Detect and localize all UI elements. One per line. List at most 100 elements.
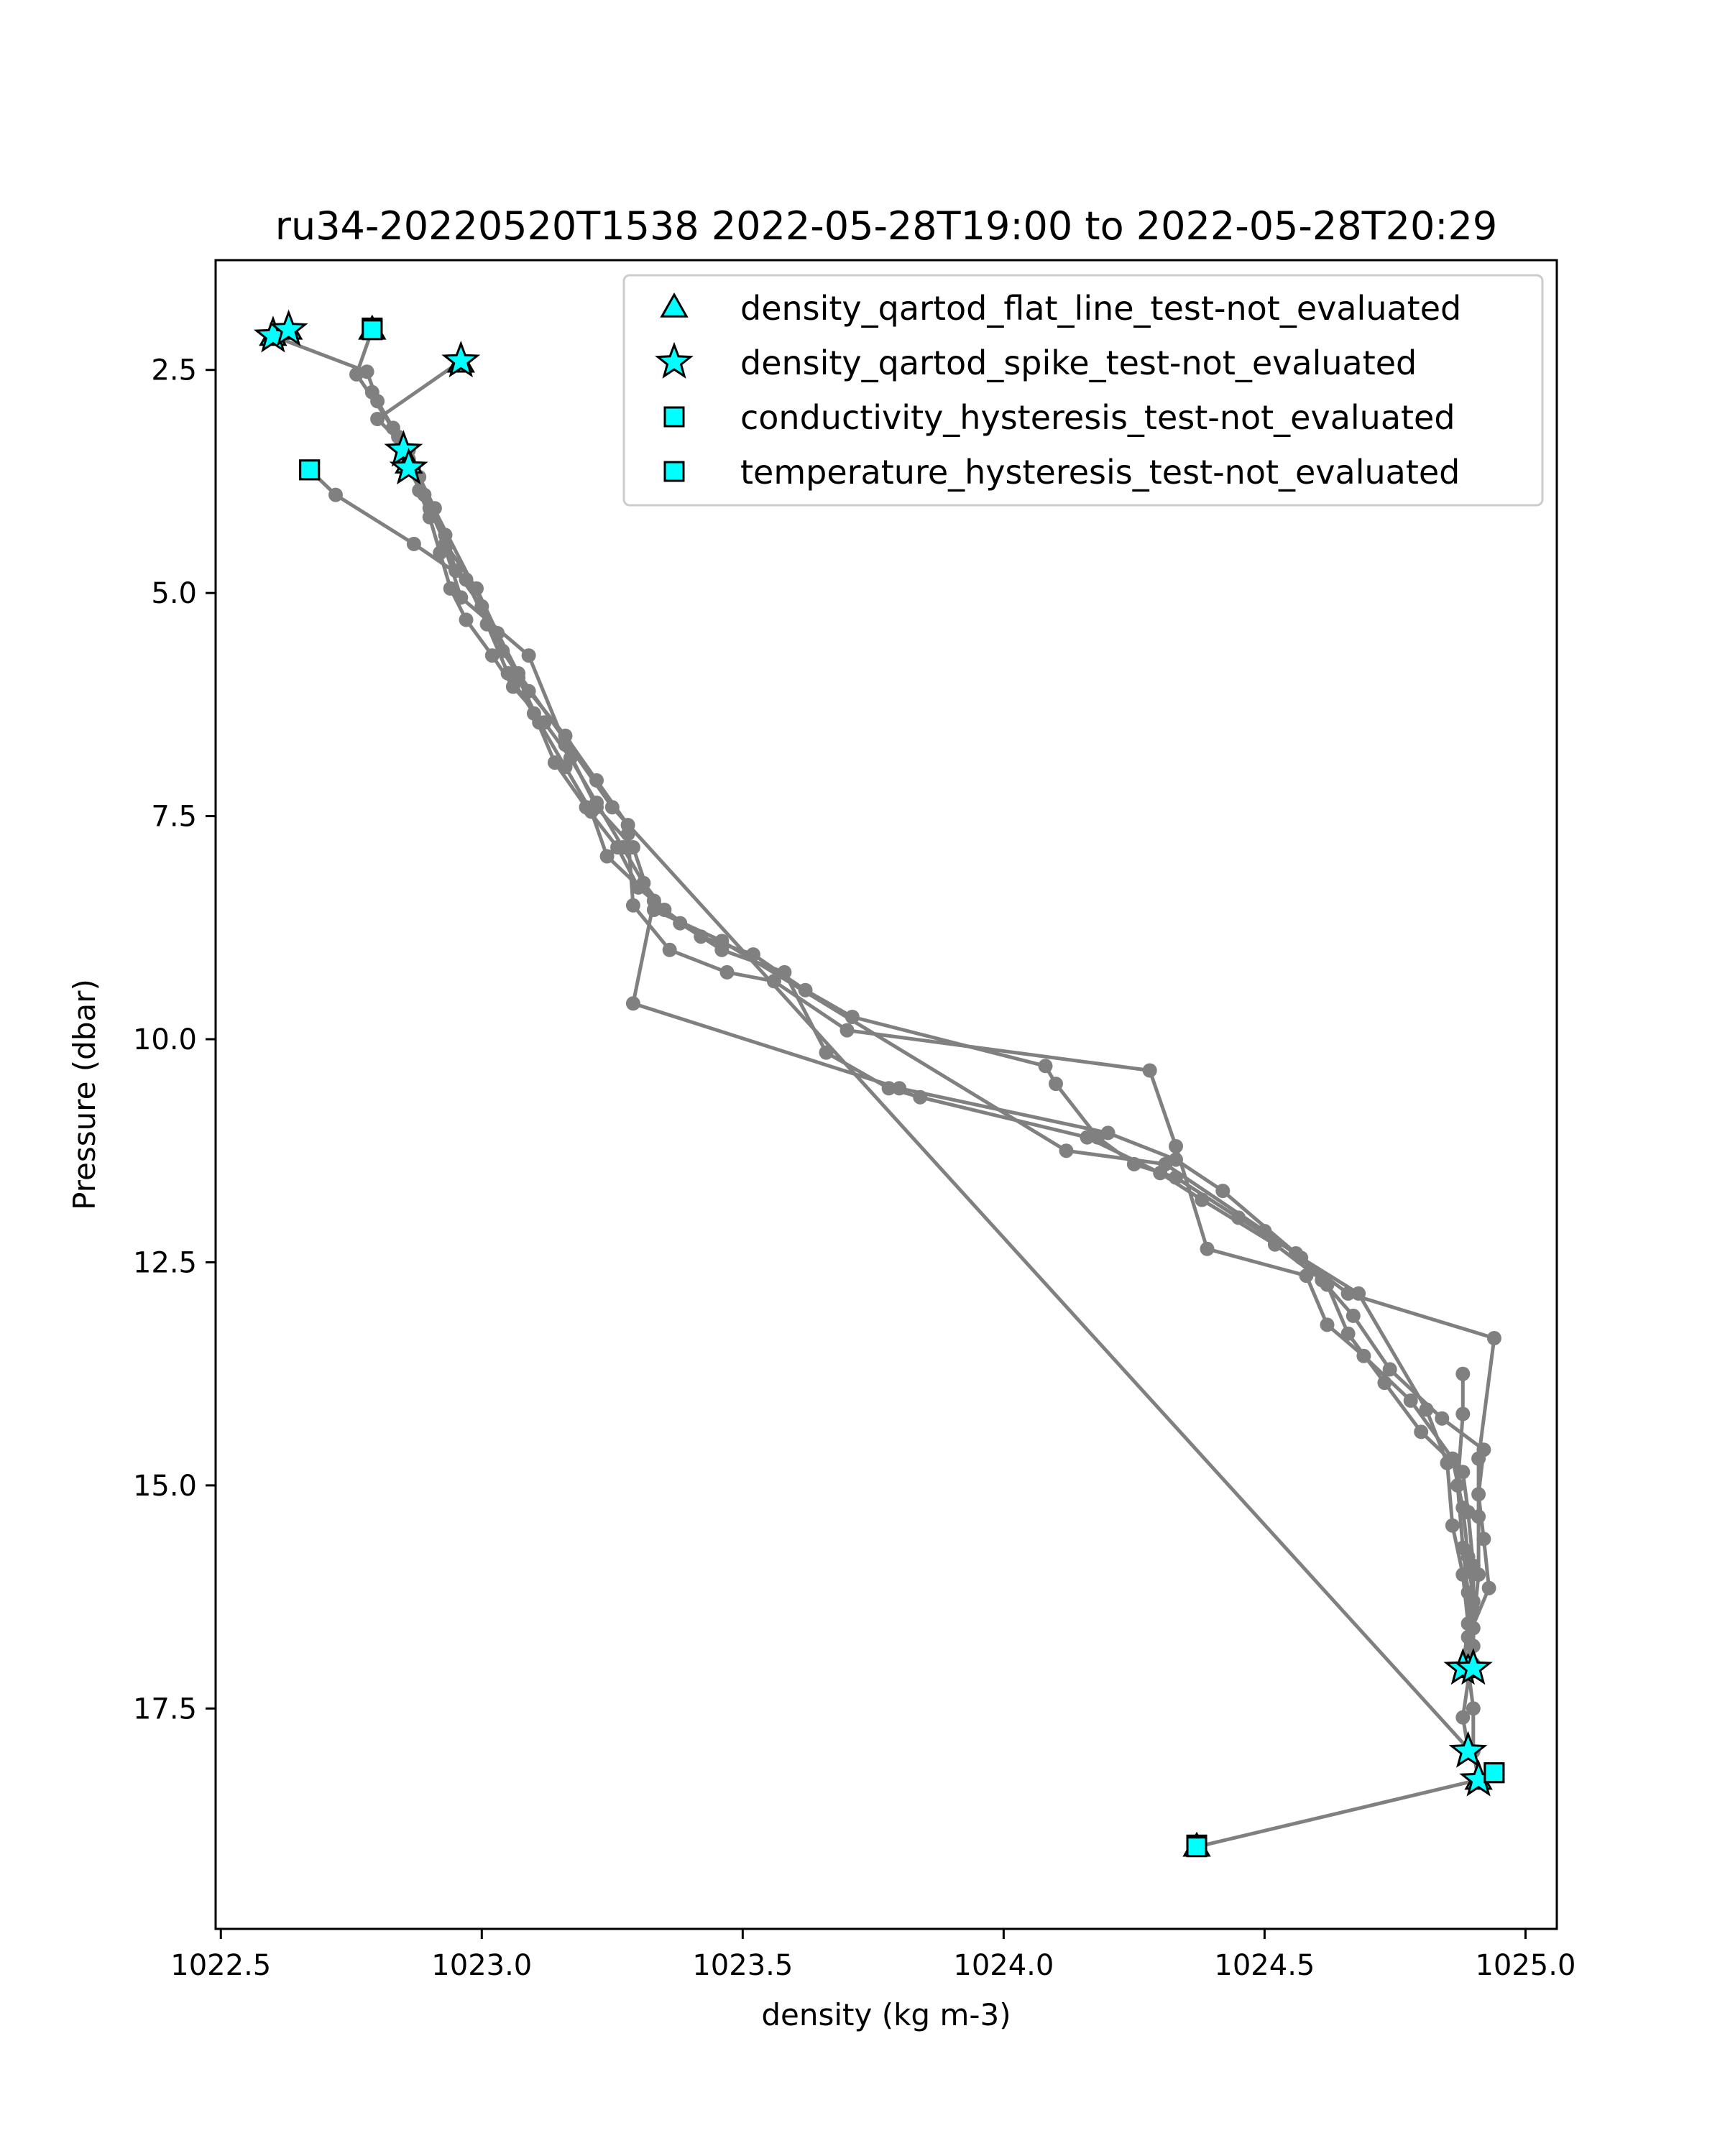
temperature-hysteresis-test-not-evaluated-marker xyxy=(362,319,383,341)
profile-point xyxy=(719,964,735,980)
x-axis-label: density (kg m-3) xyxy=(761,1997,1011,2032)
profile-point xyxy=(1486,1331,1501,1345)
profile-point xyxy=(1466,1639,1481,1654)
profile-point xyxy=(840,1023,855,1038)
profile-point xyxy=(1445,1518,1460,1533)
y-tick-label: 12.5 xyxy=(133,1246,197,1279)
legend-label: density_qartod_flat_line_test-not_evalua… xyxy=(740,289,1461,328)
y-axis-label: Pressure (dbar) xyxy=(67,979,102,1210)
temperature-hysteresis-test-not-evaluated-marker xyxy=(299,459,321,481)
profile-point xyxy=(1080,1130,1095,1145)
density-qartod-spike-test-not-evaluated-marker xyxy=(441,341,481,378)
x-tick-label: 1022.5 xyxy=(170,1949,271,1982)
profile-point xyxy=(1471,1509,1486,1524)
profile-point xyxy=(1059,1143,1074,1158)
legend-label: density_qartod_spike_test-not_evaluated xyxy=(740,344,1417,382)
plot-frame xyxy=(214,259,1558,1930)
profile-point xyxy=(1450,1478,1465,1493)
profile-point xyxy=(1200,1241,1215,1256)
profile-point xyxy=(1455,1406,1471,1422)
profile-point xyxy=(438,541,453,556)
profile-point xyxy=(604,800,620,815)
profile-point xyxy=(349,367,364,382)
profile-point xyxy=(1403,1393,1418,1408)
density-qartod-spike-test-not-evaluated-marker xyxy=(384,430,423,467)
profile-point xyxy=(599,849,615,864)
profile-point xyxy=(370,412,385,426)
y-tick-label: 2.5 xyxy=(151,354,197,387)
profile-point xyxy=(625,898,640,913)
profile-point xyxy=(532,715,547,730)
x-tick-label: 1023.0 xyxy=(431,1949,532,1982)
profile-point xyxy=(328,487,343,502)
legend-square-icon xyxy=(663,461,685,482)
temperature-hysteresis-test-not-evaluated-markers xyxy=(299,319,1505,1858)
profile-point xyxy=(1440,1455,1455,1470)
profile-point xyxy=(1100,1125,1116,1141)
axis-layer: 1022.5 1023.0 1023.5 1024.0 1024.5 1025.0 2.5 5… xyxy=(133,354,1576,1982)
profile-point xyxy=(1414,1424,1429,1439)
marker-layer xyxy=(253,309,1505,1858)
legend-frame xyxy=(622,274,1544,507)
profile-point xyxy=(892,1081,907,1096)
profile-point xyxy=(1169,1139,1183,1153)
profile-point xyxy=(558,760,573,775)
profile-point xyxy=(1038,1059,1053,1074)
x-tick-label: 1023.5 xyxy=(692,1949,793,1982)
profile-point xyxy=(845,1010,860,1024)
profile-point xyxy=(1142,1063,1157,1078)
density-qartod-spike-test-not-evaluated-marker xyxy=(1448,1731,1488,1768)
profile-point xyxy=(1471,1451,1486,1466)
legend-entry-density-qartod-flat-line-test-not-evaluated: density_qartod_flat_line_test-not_evalua… xyxy=(660,289,1461,328)
y-tick-label: 17.5 xyxy=(133,1692,197,1726)
legend-triangle-icon xyxy=(660,292,689,318)
profile-point xyxy=(766,974,781,989)
profile-point xyxy=(521,648,536,663)
legend-square-icon xyxy=(663,406,685,428)
profile-point xyxy=(1340,1286,1356,1301)
y-tick-label: 7.5 xyxy=(151,801,197,834)
profile-point xyxy=(1455,1366,1471,1381)
profile-point xyxy=(1195,1192,1210,1207)
profile-line xyxy=(370,391,1496,1669)
profile-point xyxy=(443,581,458,596)
legend-label: conductivity_hysteresis_test-not_evaluat… xyxy=(740,398,1455,437)
profile-point xyxy=(1356,1348,1371,1363)
profile-point xyxy=(364,384,380,400)
profile-point xyxy=(459,612,474,627)
profile-point xyxy=(1382,1362,1397,1377)
profile-point xyxy=(1419,1402,1434,1417)
profile-point xyxy=(1049,1077,1063,1092)
profile-point xyxy=(1466,1701,1481,1716)
x-tick-label: 1024.0 xyxy=(953,1949,1054,1982)
density-qartod-spike-test-not-evaluated-marker xyxy=(1453,1648,1493,1685)
legend: density_qartod_flat_line_test-not_evalua… xyxy=(622,274,1544,507)
profile-point xyxy=(714,934,730,949)
y-tick-label: 10.0 xyxy=(133,1023,197,1056)
x-tick-label: 1025.0 xyxy=(1475,1949,1576,1982)
density-qartod-spike-test-not-evaluated-marker xyxy=(269,309,308,346)
profile-point xyxy=(625,996,640,1011)
profile-point xyxy=(589,800,604,815)
profile-point xyxy=(646,903,661,917)
profile-point xyxy=(1435,1411,1450,1426)
profile-point xyxy=(1460,1585,1476,1600)
x-tick-label: 1024.5 xyxy=(1214,1949,1315,1982)
profile-point xyxy=(1257,1224,1272,1238)
profile-point xyxy=(1455,1540,1471,1555)
chart-title: ru34-20220520T1538 2022-05-28T19:00 to 2… xyxy=(275,203,1497,249)
legend-entry-conductivity-hysteresis-test-not-evaluated: conductivity_hysteresis_test-not_evaluat… xyxy=(663,398,1455,437)
profile-point xyxy=(1320,1317,1335,1332)
legend-entry-temperature-hysteresis-test-not-evaluated: temperature_hysteresis_test-not_evaluate… xyxy=(663,453,1460,492)
y-tick-label: 5.0 xyxy=(151,577,197,610)
density-qartod-spike-test-not-evaluated-markers xyxy=(253,309,1498,1797)
profile-point xyxy=(1471,1567,1486,1582)
profile-point xyxy=(1215,1184,1230,1199)
profile-point xyxy=(1158,1156,1173,1171)
profile-point xyxy=(1481,1580,1496,1595)
profile-point xyxy=(1455,1710,1471,1725)
profile-point xyxy=(625,840,640,854)
temperature-hysteresis-test-not-evaluated-marker xyxy=(1186,1836,1208,1858)
profile-point xyxy=(406,536,421,551)
